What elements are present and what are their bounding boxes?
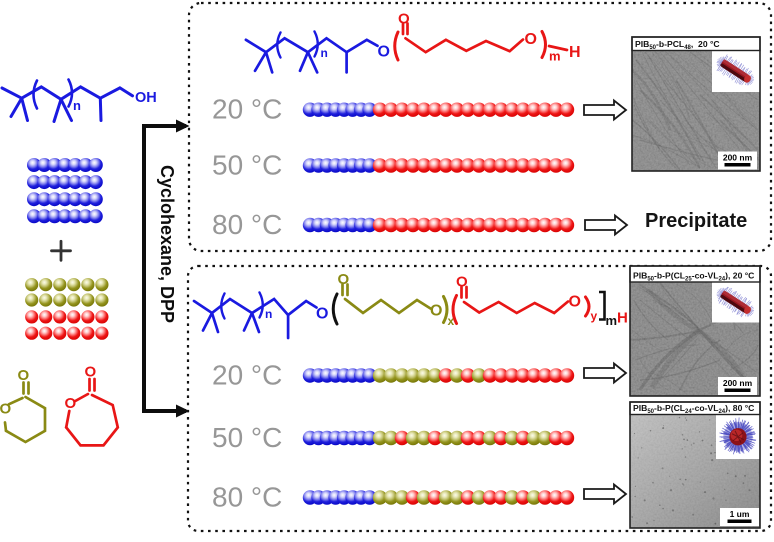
svg-text:n: n — [265, 307, 272, 321]
svg-text:O: O — [0, 401, 12, 418]
svg-text:y: y — [591, 309, 598, 323]
svg-text:200 nm: 200 nm — [723, 378, 753, 388]
svg-text:O: O — [525, 31, 537, 48]
svg-text:O: O — [85, 364, 97, 381]
svg-text:n: n — [321, 46, 328, 60]
svg-text:O: O — [430, 303, 442, 320]
svg-text:O: O — [378, 44, 390, 61]
svg-text:20 °C: 20 °C — [212, 94, 282, 125]
svg-text:m: m — [549, 49, 561, 64]
svg-text:H: H — [569, 44, 581, 61]
svg-text:80 °C: 80 °C — [212, 209, 282, 240]
svg-text:O: O — [65, 395, 77, 412]
svg-text:200 nm: 200 nm — [723, 153, 753, 163]
svg-text:50 °C: 50 °C — [212, 422, 282, 453]
svg-text:H: H — [617, 310, 628, 327]
svg-text:O: O — [456, 274, 468, 291]
svg-text:O: O — [398, 11, 410, 28]
svg-text:O: O — [569, 294, 581, 311]
svg-text:Precipitate: Precipitate — [645, 210, 747, 232]
svg-text:O: O — [338, 271, 350, 288]
svg-text:50 °C: 50 °C — [212, 150, 282, 181]
svg-text:1 um: 1 um — [730, 509, 750, 519]
svg-text:O: O — [18, 367, 30, 384]
svg-text:80 °C: 80 °C — [212, 482, 282, 513]
svg-text:n: n — [73, 98, 81, 113]
svg-text:m: m — [606, 313, 618, 328]
svg-text:20 °C: 20 °C — [212, 360, 282, 391]
svg-text:Cyclohexane, DPP: Cyclohexane, DPP — [157, 165, 177, 323]
svg-text:O: O — [316, 306, 328, 323]
svg-text:OH: OH — [135, 90, 157, 106]
